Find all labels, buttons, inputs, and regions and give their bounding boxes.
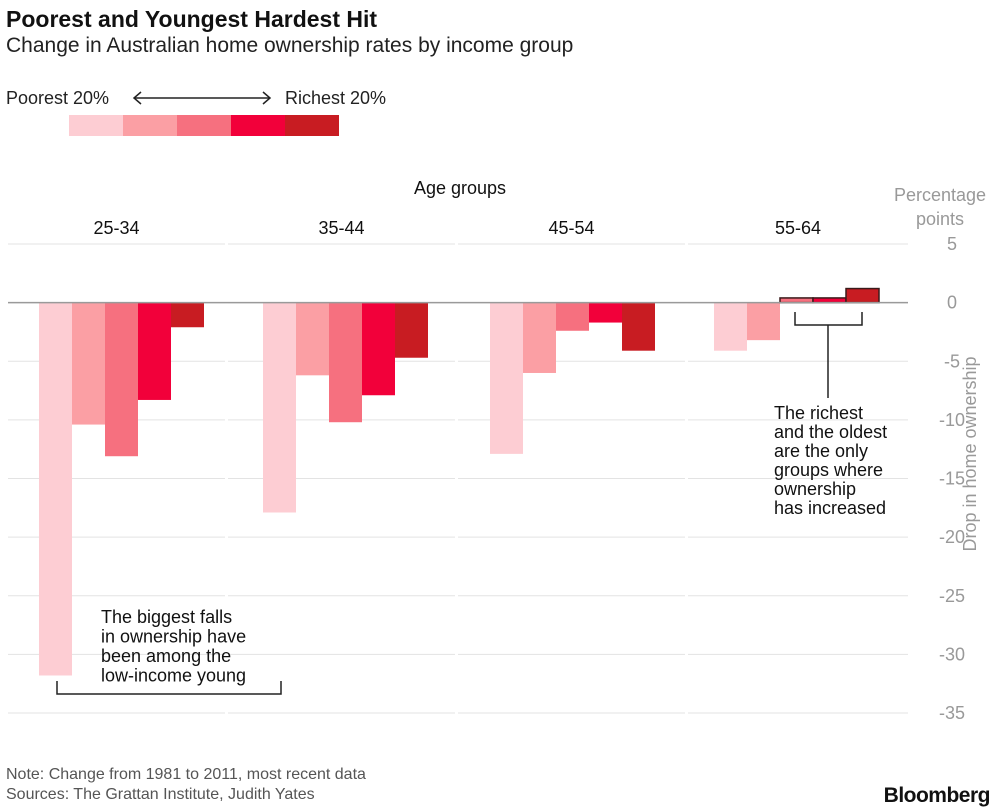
legend-color-scale	[69, 115, 339, 136]
annotation-right-line: are the only	[774, 441, 868, 461]
y-tick-label: -35	[939, 703, 965, 723]
legend-double-arrow-icon	[132, 91, 272, 105]
unit-label: Percentage points	[893, 185, 987, 229]
panel-gap	[225, 242, 228, 715]
brand-logo: Bloomberg	[883, 784, 991, 807]
bar-35-44-q3	[329, 302, 362, 423]
bar-35-44-q4	[362, 302, 395, 396]
chart-title: Poorest and Youngest Hardest Hit	[6, 6, 378, 32]
annotation-right-line: ownership	[774, 479, 856, 499]
legend-swatch-2	[123, 115, 177, 136]
legend-right-label: Richest 20%	[285, 88, 387, 108]
group-label-45-54: 45-54	[548, 218, 594, 238]
bar-45-54-q4	[589, 302, 622, 323]
bar-45-54-q1	[490, 302, 523, 454]
bar-35-44-q1	[263, 302, 296, 513]
bar-chart: 25-34 35-44 45-54 55-64 5 0 -5 -10 -15 -20 -25 -30…	[8, 218, 980, 723]
panel-gap	[685, 242, 688, 715]
facet-title: Age groups	[413, 178, 507, 198]
bar-25-34-q4	[138, 302, 171, 400]
annotation-right-line: has increased	[774, 498, 886, 518]
bar-45-54-q2	[523, 302, 556, 373]
chart-subtitle: Change in Australian home ownership rate…	[6, 34, 574, 57]
bar-25-34-q1	[39, 302, 72, 676]
legend-swatch-5	[285, 115, 339, 136]
legend-swatch-1	[69, 115, 123, 136]
group-label-55-64: 55-64	[775, 218, 821, 238]
group-label-35-44: 35-44	[318, 218, 364, 238]
legend-left-label: Poorest 20%	[6, 88, 110, 108]
bar-55-64-q2	[747, 302, 780, 341]
y-tick-label: -25	[939, 586, 965, 606]
y-tick-label: -5	[944, 351, 960, 371]
y-tick-label: -15	[939, 469, 965, 489]
bar-35-44-q5	[395, 302, 428, 358]
y-axis-ticks: 5 0 -5 -10 -15 -20 -25 -30 -35	[939, 234, 965, 723]
y-tick-label: 0	[947, 293, 957, 313]
annotation-left-line: in ownership have	[101, 627, 246, 647]
legend-swatch-3	[177, 115, 231, 136]
bar-25-34-q3	[105, 302, 138, 457]
bar-45-54-q3	[556, 302, 589, 331]
bar-45-54-q5	[622, 302, 655, 351]
bar-25-34-q2	[72, 302, 105, 425]
y-axis-label: Drop in home ownership	[960, 356, 980, 551]
footnote-note: Note: Change from 1981 to 2011, most rec…	[6, 766, 366, 783]
bar-35-44-q2	[296, 302, 329, 376]
bar-55-64-q5	[845, 287, 880, 304]
group-label-25-34: 25-34	[93, 218, 139, 238]
annotation-left-line: low-income young	[101, 666, 246, 686]
y-tick-label: 5	[947, 234, 957, 254]
panel-gap	[455, 242, 458, 715]
footnote-sources: Sources: The Grattan Institute, Judith Y…	[6, 786, 315, 803]
annotation-right-line: The richest	[774, 403, 863, 423]
y-tick-label: -10	[939, 410, 965, 430]
annotation-right-line: and the oldest	[774, 422, 887, 442]
bars	[39, 287, 880, 676]
annotation-right-line: groups where	[774, 460, 883, 480]
y-tick-label: -30	[939, 644, 965, 664]
group-labels: 25-34 35-44 45-54 55-64	[93, 218, 821, 238]
y-tick-label: -20	[939, 527, 965, 547]
bar-25-34-q5	[171, 302, 204, 328]
bar-55-64-q1	[714, 302, 747, 351]
annotation-left-line: The biggest falls	[101, 607, 232, 627]
annotation-left-line: been among the	[101, 646, 231, 666]
legend-swatch-4	[231, 115, 285, 136]
